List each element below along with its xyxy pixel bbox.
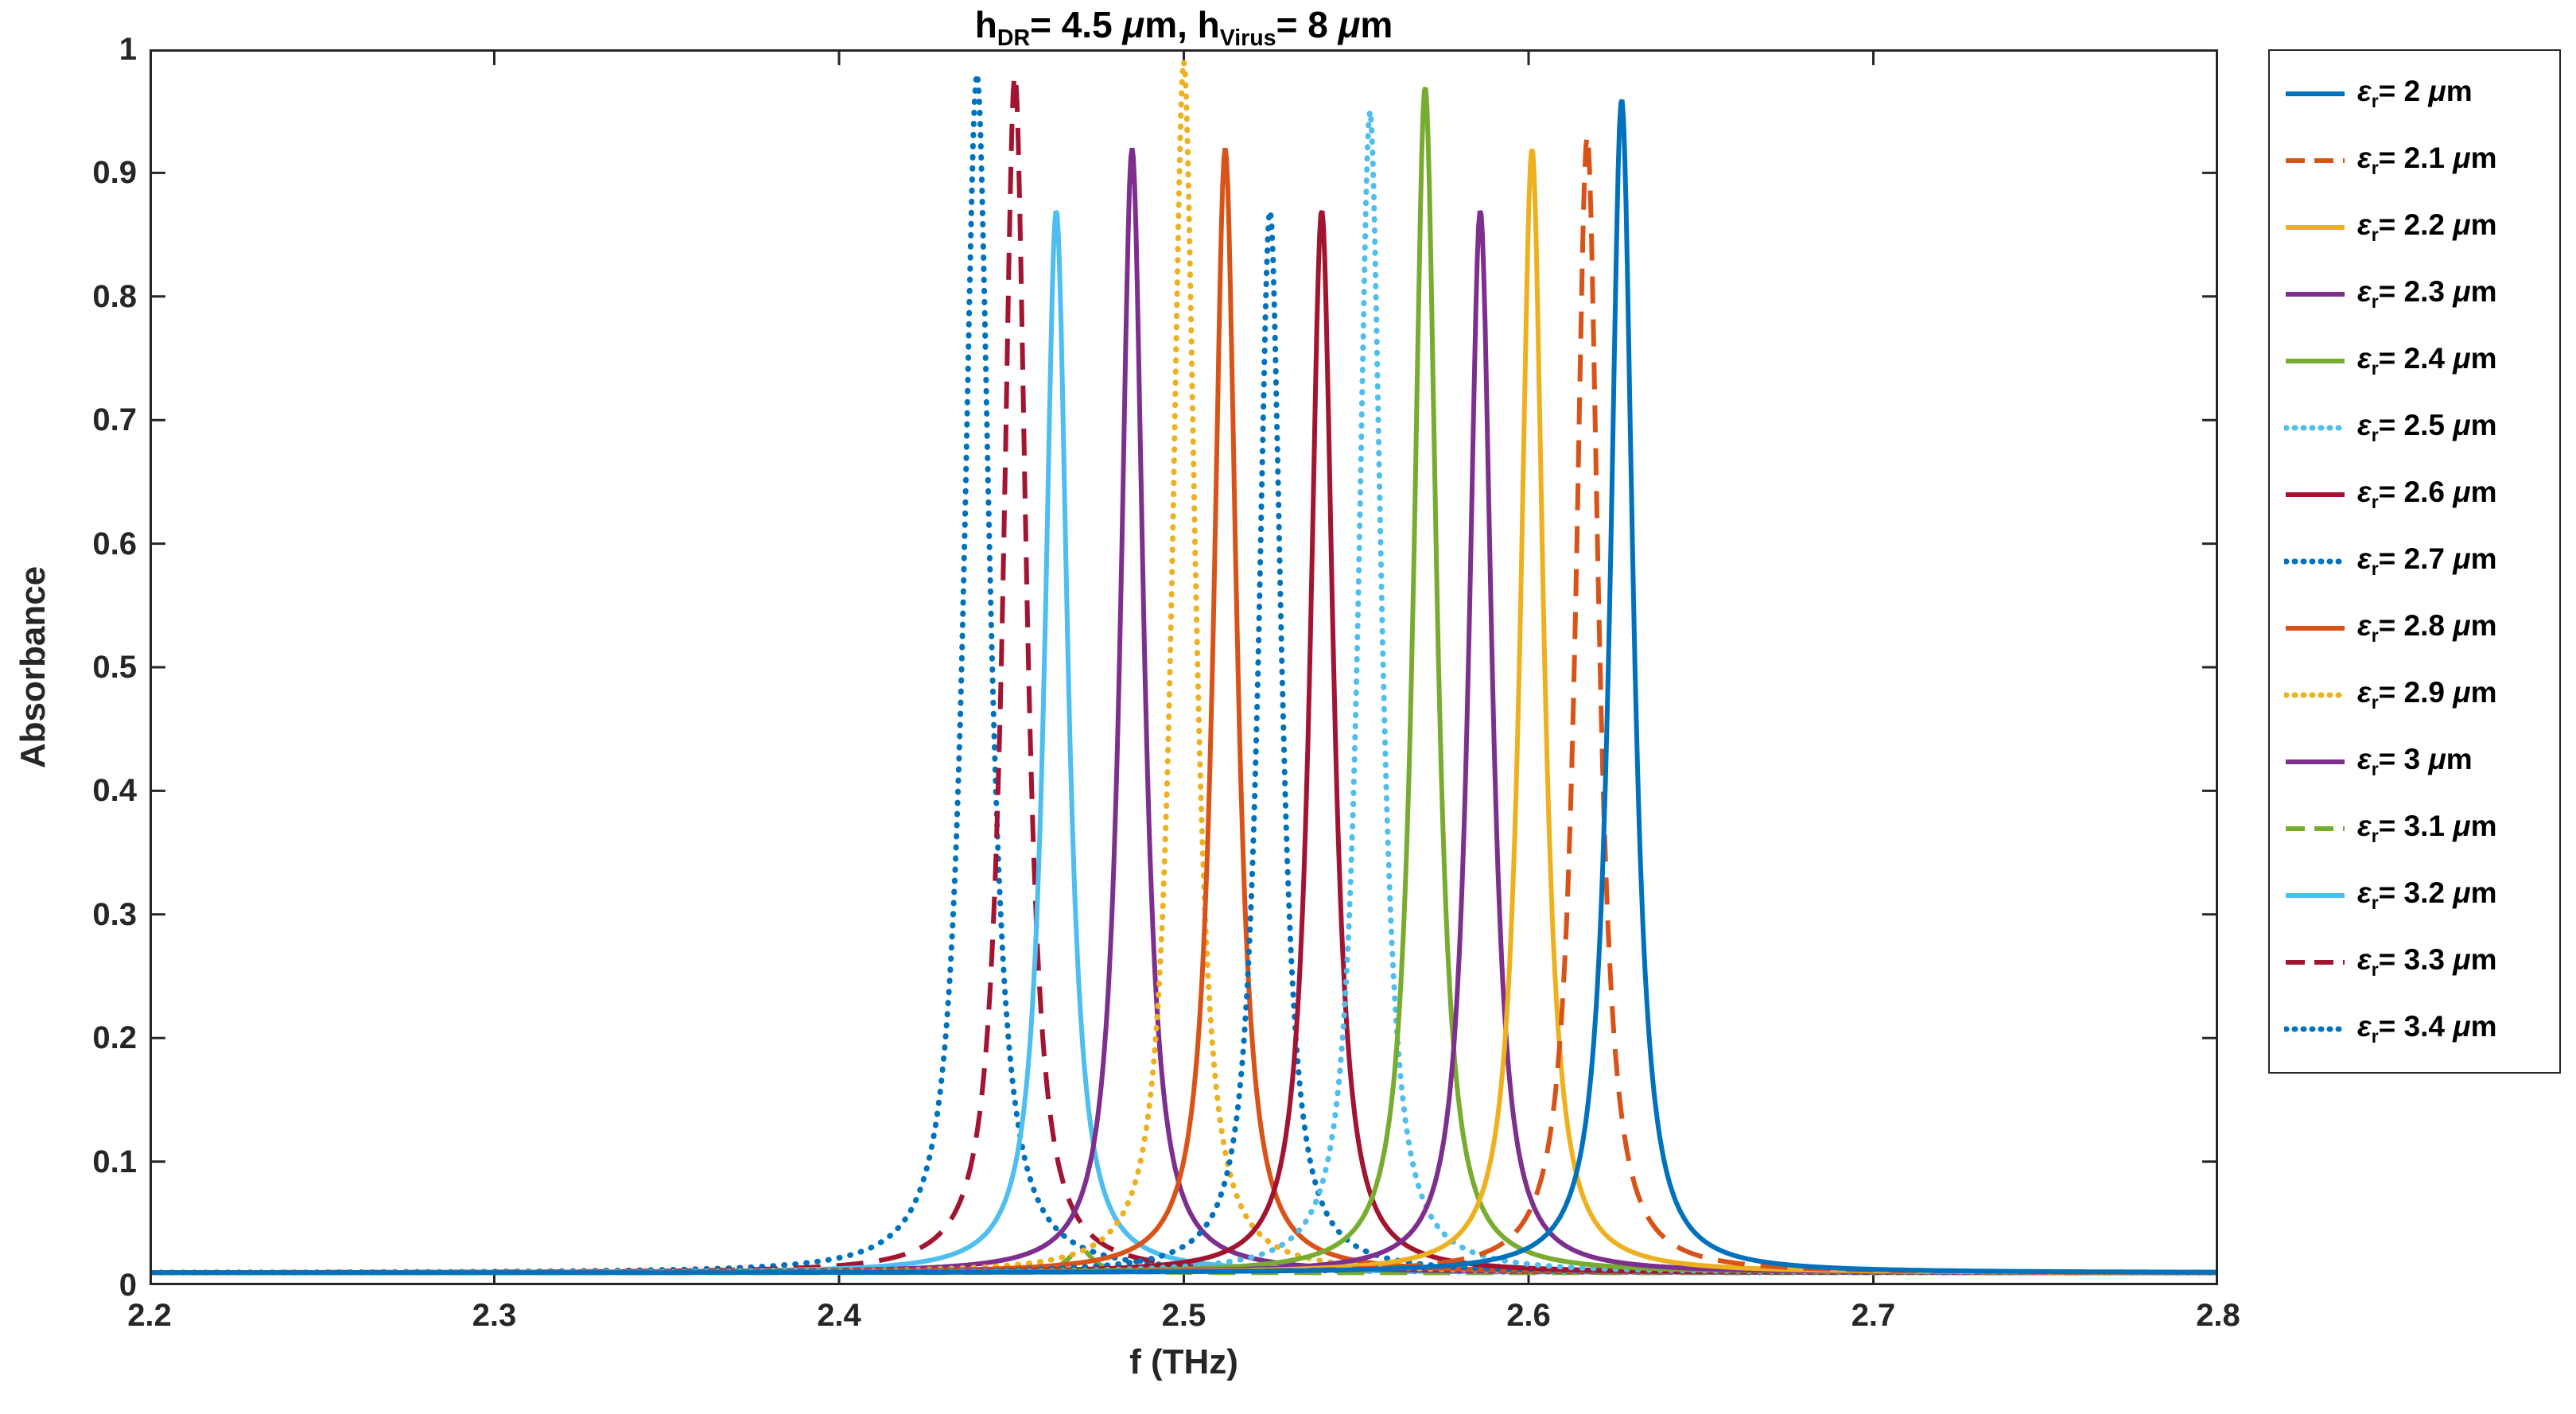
- x-tick-label: 2.3: [472, 1298, 517, 1333]
- legend-entry: εr= 2.1 μm: [2270, 127, 2559, 194]
- series-line-2.5: [150, 111, 2218, 1276]
- chart-title: hDR= 4.5 μm, hVirus= 8 μm: [150, 3, 2218, 52]
- legend: εr= 2 μm εr= 2.1 μm εr= 2.2 μm εr= 2.3 μm εr…: [2268, 49, 2561, 1074]
- chart-title-segment: = 4.5: [1030, 4, 1123, 45]
- legend-line-sample: [2286, 626, 2345, 631]
- chart-title-segment: m, h: [1144, 4, 1220, 45]
- legend-entry: εr= 2.6 μm: [2270, 461, 2559, 528]
- y-tick-label: 0.6: [92, 526, 137, 561]
- legend-entry: εr= 2.7 μm: [2270, 528, 2559, 595]
- legend-label: εr= 2.2 μm: [2357, 208, 2497, 246]
- chart-title-segment: h: [974, 4, 997, 45]
- y-tick-label: 0.2: [92, 1020, 137, 1056]
- legend-line-sample: [2286, 225, 2345, 230]
- series-line-2.7: [150, 209, 2218, 1276]
- x-tick-label: 2.4: [817, 1298, 861, 1333]
- x-axis-label: f (THz): [1129, 1342, 1238, 1381]
- series-line-2.2: [150, 148, 2218, 1276]
- legend-line-sample: [2286, 359, 2345, 363]
- legend-line-sample: [2286, 893, 2345, 898]
- legend-entry: εr= 2.4 μm: [2270, 328, 2559, 394]
- axes-box: [150, 49, 2218, 1285]
- y-tick-label: 1: [119, 32, 137, 67]
- legend-line-sample: [2284, 1026, 2346, 1032]
- legend-label: εr= 2.1 μm: [2357, 142, 2497, 179]
- legend-label: εr= 2.8 μm: [2357, 609, 2497, 647]
- legend-entry: εr= 3.3 μm: [2270, 929, 2559, 996]
- chart-title-segment: Virus: [1219, 25, 1276, 51]
- chart-title-segment: = 8: [1276, 4, 1339, 45]
- legend-entry: εr= 3.4 μm: [2270, 996, 2559, 1062]
- series-line-3.3: [150, 74, 2218, 1276]
- legend-label: εr= 2.9 μm: [2357, 676, 2497, 713]
- series-line-2.8: [150, 147, 2218, 1276]
- series-line-2.9: [150, 61, 2218, 1276]
- legend-line-sample: [2286, 158, 2345, 163]
- y-tick-label: 0.4: [92, 773, 137, 809]
- legend-line-sample: [2286, 91, 2345, 96]
- legend-line-sample: [2286, 759, 2345, 764]
- legend-line-sample: [2284, 558, 2346, 565]
- legend-line-sample: [2286, 826, 2345, 831]
- series-line-2.1: [150, 135, 2218, 1276]
- y-tick-label: 0.9: [92, 155, 137, 191]
- legend-label: εr= 2.5 μm: [2357, 409, 2497, 446]
- y-tick-label: 0.7: [92, 402, 137, 438]
- legend-entry: εr= 2.9 μm: [2270, 662, 2559, 728]
- legend-entry: εr= 2.2 μm: [2270, 194, 2559, 261]
- legend-line-sample: [2284, 425, 2346, 431]
- legend-entry: εr= 2.8 μm: [2270, 595, 2559, 662]
- legend-label: εr= 2.4 μm: [2357, 342, 2497, 379]
- legend-entry: εr= 3.2 μm: [2270, 862, 2559, 929]
- y-tick-label: 0.8: [92, 278, 137, 314]
- x-tick-label: 2.8: [2196, 1298, 2240, 1333]
- legend-line-sample: [2286, 492, 2345, 497]
- x-tick-label: 2.2: [127, 1298, 172, 1333]
- legend-line-sample: [2286, 292, 2345, 297]
- y-tick-label: 0.3: [92, 896, 137, 932]
- legend-entry: εr= 3.1 μm: [2270, 795, 2559, 862]
- y-tick-label: 0: [119, 1268, 137, 1303]
- legend-label: εr= 3.2 μm: [2357, 876, 2497, 914]
- x-tick-label: 2.7: [1851, 1298, 1896, 1333]
- legend-label: εr= 3.4 μm: [2357, 1010, 2497, 1047]
- series-line-2.6: [150, 210, 2218, 1276]
- y-tick-label: 0.5: [92, 650, 137, 685]
- series-line-3: [150, 147, 2218, 1276]
- legend-label: εr= 2.3 μm: [2357, 275, 2497, 313]
- y-tick-label: 0.1: [92, 1144, 137, 1179]
- legend-entry: εr= 3 μm: [2270, 728, 2559, 795]
- chart-title-segment: μ: [1338, 4, 1361, 45]
- chart-title-segment: DR: [997, 25, 1031, 51]
- series-line-3.4: [150, 73, 2218, 1276]
- legend-label: εr= 3 μm: [2357, 743, 2473, 780]
- chart-title-segment: μ: [1122, 4, 1145, 45]
- legend-entry: εr= 2.5 μm: [2270, 394, 2559, 461]
- legend-entry: εr= 2.3 μm: [2270, 261, 2559, 328]
- legend-label: εr= 3.3 μm: [2357, 943, 2497, 981]
- x-tick-label: 2.5: [1161, 1298, 1206, 1333]
- legend-label: εr= 2.6 μm: [2357, 476, 2497, 513]
- plot-area: [150, 49, 2218, 1285]
- series-line-2.3: [150, 210, 2218, 1276]
- series-line-2.4: [150, 87, 2218, 1276]
- legend-entry: εr= 2 μm: [2270, 60, 2559, 127]
- legend-label: εr= 3.1 μm: [2357, 810, 2497, 847]
- legend-label: εr= 2 μm: [2357, 75, 2473, 112]
- series-line-3.2: [150, 210, 2218, 1276]
- series-line-2: [150, 99, 2218, 1276]
- legend-line-sample: [2286, 960, 2345, 965]
- chart-title-segment: m: [1360, 4, 1393, 45]
- legend-line-sample: [2284, 692, 2346, 698]
- legend-label: εr= 2.7 μm: [2357, 542, 2497, 580]
- x-tick-label: 2.6: [1506, 1298, 1551, 1333]
